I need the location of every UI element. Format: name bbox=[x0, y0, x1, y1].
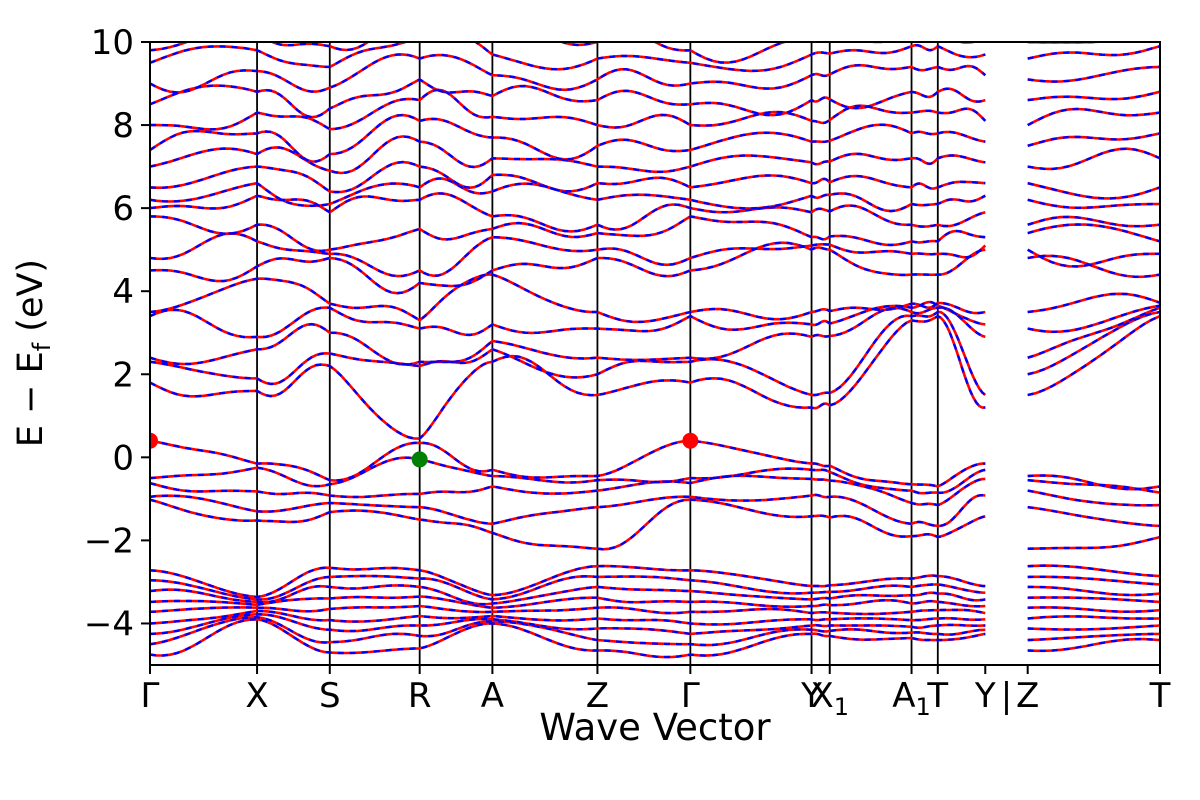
y-tick-label: −4 bbox=[84, 604, 134, 644]
y-tick-label: 8 bbox=[112, 106, 134, 146]
band-line bbox=[150, 113, 1160, 163]
plot-frame bbox=[149, 41, 1161, 666]
band-line bbox=[150, 135, 1160, 175]
band-line bbox=[150, 310, 1160, 397]
band-line bbox=[150, 584, 1160, 606]
gamma-point-marker-center bbox=[682, 432, 699, 449]
band-line bbox=[150, 273, 1160, 324]
band-line bbox=[150, 77, 1160, 119]
x-tick-label: A bbox=[481, 676, 504, 716]
band-line bbox=[150, 310, 1160, 397]
band-line bbox=[150, 604, 1160, 616]
band-line bbox=[150, 564, 1160, 599]
band-line bbox=[150, 160, 1160, 200]
band-line bbox=[150, 493, 1160, 528]
reference-bands bbox=[150, 42, 1160, 659]
y-axis-label: E − Ef (eV) bbox=[11, 53, 57, 653]
x-tick-label: S bbox=[319, 676, 341, 716]
band-line bbox=[150, 498, 1160, 551]
y-axis-ticks: −4 −2 0 2 4 6 8 10 bbox=[84, 23, 150, 644]
band-line bbox=[150, 113, 1160, 163]
band-line bbox=[150, 192, 1160, 233]
band-line bbox=[150, 273, 1160, 324]
band-line bbox=[150, 215, 1160, 253]
band-line bbox=[150, 314, 1160, 440]
band-line bbox=[150, 474, 1160, 507]
band-line bbox=[150, 232, 1160, 278]
x-tick-label: Z bbox=[1016, 676, 1039, 716]
band-line bbox=[150, 564, 1160, 599]
band-edge-markers bbox=[150, 432, 699, 468]
band-line bbox=[150, 300, 1160, 339]
y-axis-label-post: (eV) bbox=[11, 258, 51, 343]
band-line bbox=[150, 615, 1160, 647]
path-break-separator: | bbox=[1001, 676, 1012, 716]
band-line bbox=[150, 88, 1160, 131]
band-line bbox=[150, 474, 1160, 507]
y-tick-label: 4 bbox=[112, 272, 134, 312]
band-line bbox=[150, 595, 1160, 609]
x-tick-label: Y bbox=[800, 676, 822, 716]
band-lines bbox=[150, 42, 1160, 659]
y-tick-label: 6 bbox=[112, 189, 134, 229]
x-tick-label: Y bbox=[974, 676, 996, 716]
band-line bbox=[150, 160, 1160, 200]
band-line bbox=[150, 177, 1160, 213]
overlay-bands bbox=[150, 42, 1160, 659]
band-line bbox=[150, 42, 1160, 73]
band-line bbox=[150, 232, 1160, 278]
band-line bbox=[150, 306, 1160, 366]
band-line bbox=[150, 53, 1160, 94]
band-line bbox=[150, 574, 1160, 601]
band-line bbox=[150, 609, 1160, 626]
y-tick-label: 2 bbox=[112, 355, 134, 395]
band-line bbox=[150, 42, 1111, 64]
band-line bbox=[150, 456, 1160, 495]
y-axis-label-sub: f bbox=[28, 342, 56, 352]
x-tick-label: Γ bbox=[141, 676, 160, 716]
gamma-point-marker-left bbox=[150, 432, 158, 449]
x-tick-label: X bbox=[245, 676, 268, 716]
symmetry-vlines bbox=[256, 42, 939, 665]
y-tick-label: 0 bbox=[112, 438, 134, 478]
x-tick-label: Γ bbox=[681, 676, 700, 716]
band-line bbox=[150, 135, 1160, 175]
r-point-marker bbox=[411, 451, 428, 468]
x-tick-label: R bbox=[408, 676, 432, 716]
band-line bbox=[150, 78, 1160, 119]
band-line bbox=[150, 53, 1160, 94]
x-tick-label: Z bbox=[586, 676, 609, 716]
y-axis-label-pre: E − E bbox=[11, 351, 51, 448]
band-line bbox=[150, 618, 1160, 659]
y-tick-label: −2 bbox=[84, 521, 134, 561]
x-tick-label: T bbox=[926, 676, 948, 716]
x-tick-label: A1 bbox=[892, 676, 931, 721]
x-axis-ticks: Γ X S R A Z Γ YX1 A1T Y Z T| bbox=[141, 665, 1171, 721]
band-line bbox=[150, 88, 1160, 131]
band-line bbox=[150, 314, 1160, 440]
band-line bbox=[150, 613, 1160, 636]
band-line bbox=[150, 456, 1160, 495]
x-tick-label: X1 bbox=[810, 676, 849, 721]
x-axis-label: Wave Vector bbox=[539, 706, 771, 749]
band-line bbox=[150, 241, 1160, 295]
y-tick-label: 10 bbox=[91, 23, 134, 63]
x-tick-label: T bbox=[1149, 676, 1171, 716]
band-line bbox=[150, 192, 1160, 233]
band-line bbox=[150, 574, 1160, 601]
